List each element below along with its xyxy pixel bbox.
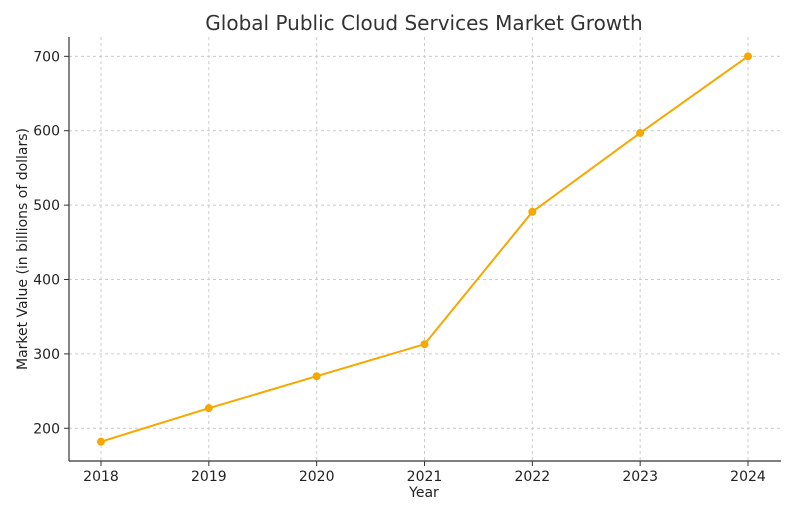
data-point: [312, 372, 321, 381]
y-tick-label: 400: [33, 272, 60, 288]
x-tick-label: 2021: [407, 469, 443, 485]
y-tick-label: 500: [33, 198, 60, 214]
grid-lines: [69, 37, 781, 461]
data-point: [97, 437, 105, 446]
y-tick-label: 300: [33, 347, 60, 363]
y-tick-label: 700: [33, 49, 60, 65]
x-tick-label: 2018: [83, 469, 119, 485]
series-group: [97, 52, 752, 446]
x-tick-label: 2022: [515, 469, 551, 485]
data-point: [528, 207, 537, 216]
x-tick-label: 2020: [299, 469, 335, 485]
data-point: [204, 404, 213, 413]
y-axis-ticks: 200 300 400 500 600 700: [33, 49, 69, 437]
data-point: [744, 52, 752, 61]
x-tick-label: 2024: [730, 469, 766, 485]
y-tick-label: 600: [33, 124, 60, 140]
data-point: [420, 340, 429, 349]
x-axis-ticks: 2018 2019 2020 2021 2022 2023 2024: [83, 461, 766, 485]
x-tick-label: 2023: [622, 469, 658, 485]
x-tick-label: 2019: [191, 469, 227, 485]
y-tick-label: 200: [33, 421, 60, 437]
data-point: [636, 128, 645, 137]
x-axis-label: Year: [408, 485, 439, 501]
chart-title: Global Public Cloud Services Market Grow…: [205, 11, 642, 35]
y-axis-label: Market Value (in billions of dollars): [15, 128, 31, 370]
